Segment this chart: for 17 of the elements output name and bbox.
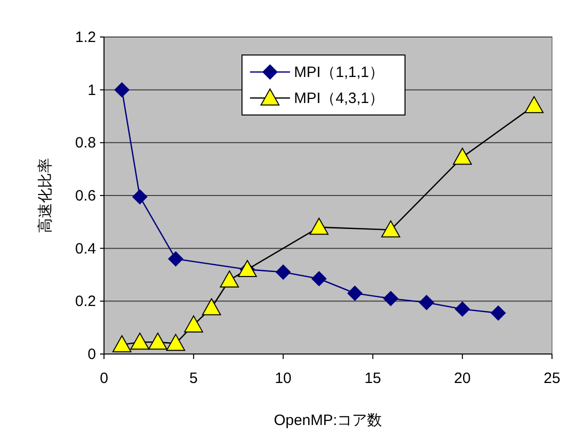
y-tick-label: 1.2 — [75, 29, 96, 46]
x-tick-label: 15 — [364, 370, 382, 387]
x-tick-label: 0 — [100, 370, 108, 387]
x-tick-label: 10 — [274, 370, 292, 387]
y-tick-label: 0.2 — [75, 293, 96, 310]
x-tick-label: 5 — [189, 370, 198, 387]
y-tick-label: 0 — [88, 346, 96, 363]
x-tick-label: 25 — [544, 370, 560, 387]
x-axis-title: OpenMP:コア数 — [274, 412, 382, 429]
legend-label: MPI（4,3,1） — [294, 90, 384, 107]
y-tick-label: 0.8 — [75, 134, 96, 152]
y-tick-label: 0.6 — [75, 188, 96, 204]
legend-label: MPI（1,1,1） — [294, 64, 384, 81]
y-tick-label: 0.4 — [75, 240, 96, 258]
y-tick-label: 1 — [88, 82, 96, 99]
x-tick-label: 20 — [454, 370, 471, 387]
y-axis-title: 高速化比率 — [37, 158, 54, 233]
